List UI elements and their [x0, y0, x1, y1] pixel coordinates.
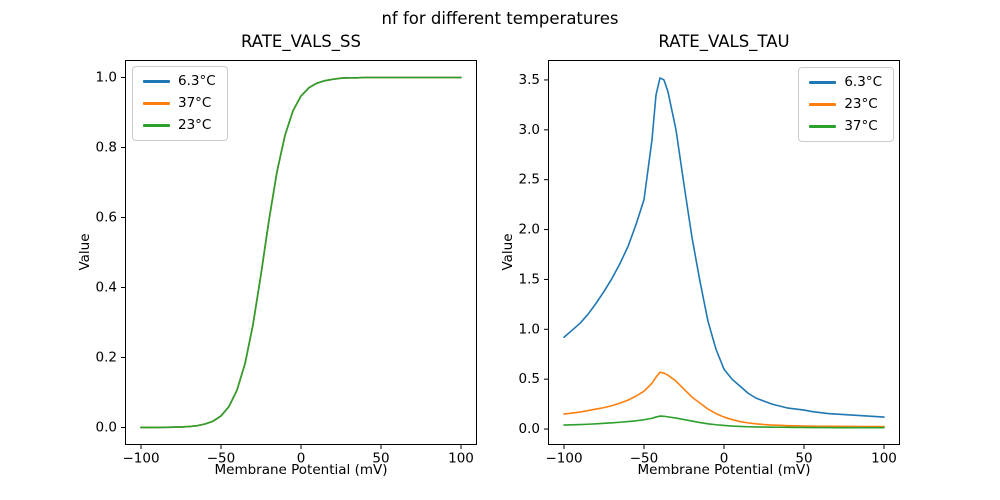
y-tick-label: 0.4 [96, 280, 117, 296]
legend-line-swatch [809, 103, 837, 106]
left-plot-legend: 6.3°C 37°C 23°C [132, 66, 228, 141]
legend-line-swatch [143, 102, 170, 105]
legend-line-swatch [143, 80, 170, 83]
right-plot-legend: 6.3°C 23°C 37°C [798, 67, 894, 142]
legend-line-swatch [809, 125, 837, 128]
x-tick-label: 100 [448, 451, 474, 467]
y-tick-label: 0.8 [96, 140, 117, 156]
legend-label: 37°C [178, 95, 212, 111]
legend-line-swatch [809, 81, 837, 84]
left-plot-canvas: −100 −50 0 50 100 0.0 0.2 0.4 0.6 0.8 1.0 [96, 60, 477, 467]
left-y-axis-label: Value [77, 233, 93, 271]
right-y-axis-label: Value [500, 233, 516, 271]
y-tick-label: 0.5 [519, 371, 540, 387]
y-tick-label: 1.5 [519, 271, 540, 287]
legend-label: 6.3°C [178, 73, 216, 89]
y-tick-label: 2.0 [519, 222, 540, 238]
legend-entry-6.3°C: 6.3°C [809, 75, 882, 90]
legend-entry-6.3°C: 6.3°C [143, 74, 216, 89]
right-x-axis-label: Membrane Potential (mV) [637, 462, 811, 478]
y-tick-label: 3.5 [519, 72, 540, 88]
y-tick-label: 0.2 [96, 350, 117, 366]
right-plot-canvas: −100 −50 0 50 100 0.0 0.5 1.0 1.5 2.0 2.5 3.0 3.5 [519, 60, 900, 467]
subplot-rate-vals-tau: RATE_VALS_TAU Value −100 −50 0 50 100 0.0 0.5 1… [500, 32, 900, 478]
axes-frame [548, 60, 900, 445]
series-line-23°C [563, 371, 885, 428]
series-line-23°C [140, 76, 462, 429]
y-tick-label: 1.0 [96, 70, 117, 86]
legend-entry-37°C: 37°C [143, 96, 216, 111]
y-tick-label: 0.6 [96, 210, 117, 226]
y-tick-label: 1.0 [519, 321, 540, 337]
x-tick-label: −100 [122, 451, 159, 467]
legend-label: 23°C [178, 117, 212, 133]
series-line-6.3°C [563, 77, 885, 418]
legend-label: 6.3°C [844, 74, 882, 90]
x-tick-label: 50 [795, 451, 812, 467]
x-tick-label: 0 [297, 451, 306, 467]
x-tick-label: −100 [545, 451, 582, 467]
legend-label: 37°C [844, 118, 878, 134]
figure-title: nf for different temperatures [381, 9, 619, 28]
x-tick-label: 0 [720, 451, 729, 467]
y-tick-label: 3.0 [519, 122, 540, 138]
x-tick-label: 50 [372, 451, 389, 467]
legend-entry-23°C: 23°C [143, 118, 216, 133]
legend-line-swatch [143, 124, 170, 127]
subplot-rate-vals-ss: RATE_VALS_SS Value −100 −50 0 50 100 0.0 0.2 0.… [77, 32, 477, 478]
legend-label: 23°C [844, 96, 878, 112]
x-tick-label: −50 [207, 451, 236, 467]
axes-frame [125, 60, 477, 445]
right-plot-title: RATE_VALS_TAU [658, 32, 790, 51]
legend-entry-23°C: 23°C [809, 97, 882, 112]
x-tick-label: 100 [871, 451, 897, 467]
y-tick-label: 0.0 [519, 421, 540, 437]
x-tick-label: −50 [630, 451, 659, 467]
legend-entry-37°C: 37°C [809, 119, 882, 134]
left-plot-title: RATE_VALS_SS [241, 32, 361, 51]
y-tick-label: 2.5 [519, 172, 540, 188]
series-line-37°C [563, 415, 885, 429]
y-tick-label: 0.0 [96, 420, 117, 436]
left-x-axis-label: Membrane Potential (mV) [214, 462, 388, 478]
